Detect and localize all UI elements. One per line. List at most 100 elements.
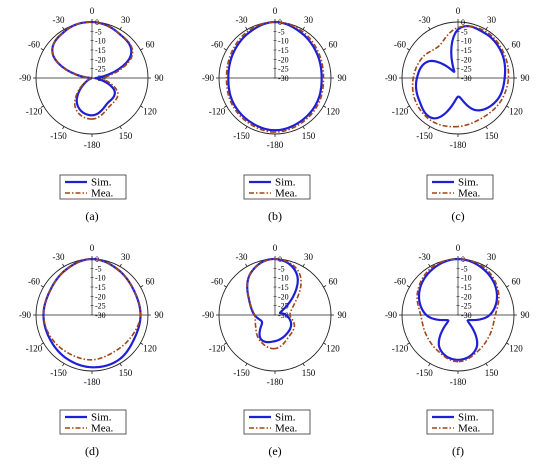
radial-tick-label: -30 [95, 311, 106, 320]
angle-tick-label: -120 [26, 107, 43, 117]
radial-tick-label: -20 [278, 292, 289, 301]
angle-tick-label: -150 [50, 131, 67, 141]
legend-label-sim: Sim. [458, 412, 479, 424]
radial-tick-label: -25 [95, 302, 106, 311]
legend-label-sim: Sim. [458, 177, 479, 189]
angle-tick-label: -180 [267, 140, 284, 150]
angle-tick-label: -180 [267, 377, 284, 387]
radial-tick-label: -10 [95, 274, 106, 283]
angle-tick-label: 150 [119, 368, 133, 378]
angle-tick-label: -150 [50, 368, 67, 378]
series-line-sim [227, 20, 323, 132]
angle-tick-label: 30 [487, 15, 497, 25]
angle-tick-label: 150 [302, 368, 316, 378]
angle-tick [428, 363, 431, 367]
radial-tick-label: -10 [278, 37, 289, 46]
angle-tick-label: -30 [53, 15, 65, 25]
angle-tick-label: -60 [211, 40, 223, 50]
angle-tick [140, 48, 144, 51]
angle-tick [302, 26, 305, 30]
angle-tick [40, 48, 44, 51]
radial-tick-label: -30 [461, 311, 472, 320]
angle-tick [302, 126, 305, 130]
panel-label: (b) [268, 209, 282, 223]
legend-box [426, 174, 494, 200]
angle-tick-label: -30 [419, 15, 431, 25]
legend-box [426, 409, 494, 435]
angle-tick-label: -180 [84, 377, 101, 387]
radial-tick-label: -20 [95, 292, 106, 301]
radial-tick-label: -15 [278, 283, 289, 292]
radial-tick-label: -10 [461, 37, 472, 46]
angle-tick [485, 26, 488, 30]
legend-label-sim: Sim. [91, 412, 112, 424]
angle-tick-label: -180 [450, 377, 467, 387]
angle-tick-label: -120 [26, 344, 43, 354]
angle-tick [485, 363, 488, 367]
panel-label: (d) [85, 444, 99, 458]
radial-tick-label: -25 [461, 65, 472, 74]
angle-tick-label: -30 [419, 252, 431, 262]
angle-tick [119, 263, 122, 267]
legend-box [243, 174, 311, 200]
angle-tick-label: -180 [84, 140, 101, 150]
series-line-mea [246, 258, 302, 350]
angle-tick [62, 126, 65, 130]
radial-tick-label: -10 [461, 274, 472, 283]
angle-tick [40, 105, 44, 108]
angle-tick [140, 285, 144, 288]
angle-tick-label: 0 [90, 243, 95, 253]
angle-tick-label: 120 [143, 107, 157, 117]
radial-tick-label: -5 [95, 264, 102, 273]
angle-tick [245, 263, 248, 267]
legend-label-sim: Sim. [91, 177, 112, 189]
radial-tick-label: -30 [95, 74, 106, 83]
angle-tick [40, 342, 44, 345]
angle-tick [428, 126, 431, 130]
angle-tick-label: -60 [394, 40, 406, 50]
angle-tick-label: 90 [155, 310, 165, 320]
angle-tick-label: 60 [329, 40, 339, 50]
legend-box [59, 174, 127, 200]
angle-tick-label: -60 [211, 277, 223, 287]
angle-tick-label: 150 [485, 131, 499, 141]
angle-tick-label: 0 [456, 243, 461, 253]
radial-tick-label: -20 [95, 55, 106, 64]
angle-tick-label: 90 [521, 73, 531, 83]
radial-tick-label: -30 [278, 311, 289, 320]
angle-tick [406, 48, 410, 51]
legend-label-sim: Sim. [275, 412, 296, 424]
panel-label: (c) [451, 209, 464, 223]
legend-label-mea: Mea. [91, 423, 114, 435]
radial-tick-label: -5 [95, 27, 102, 36]
angle-tick [140, 105, 144, 108]
angle-tick [428, 263, 431, 267]
angle-tick-label: 60 [146, 40, 156, 50]
angle-tick-label: -150 [416, 131, 433, 141]
radial-tick-label: -15 [95, 283, 106, 292]
angle-tick-label: 30 [304, 15, 314, 25]
angle-tick [140, 342, 144, 345]
angle-tick [302, 363, 305, 367]
radial-tick-label: -20 [461, 55, 472, 64]
angle-tick [323, 48, 327, 51]
angle-tick [302, 263, 305, 267]
series-line-mea [416, 258, 500, 363]
panel-label: (a) [85, 209, 98, 223]
angle-tick-label: 150 [485, 368, 499, 378]
angle-tick-label: 90 [521, 310, 531, 320]
radial-tick-label: -5 [461, 264, 468, 273]
angle-tick [406, 342, 410, 345]
angle-tick-label: -90 [385, 73, 397, 83]
angle-tick-label: 150 [119, 131, 133, 141]
angle-tick-label: -60 [394, 277, 406, 287]
angle-tick-label: 60 [146, 277, 156, 287]
angle-tick-label: -150 [233, 131, 250, 141]
angle-tick-label: 0 [273, 6, 278, 16]
angle-tick-label: -90 [202, 310, 214, 320]
